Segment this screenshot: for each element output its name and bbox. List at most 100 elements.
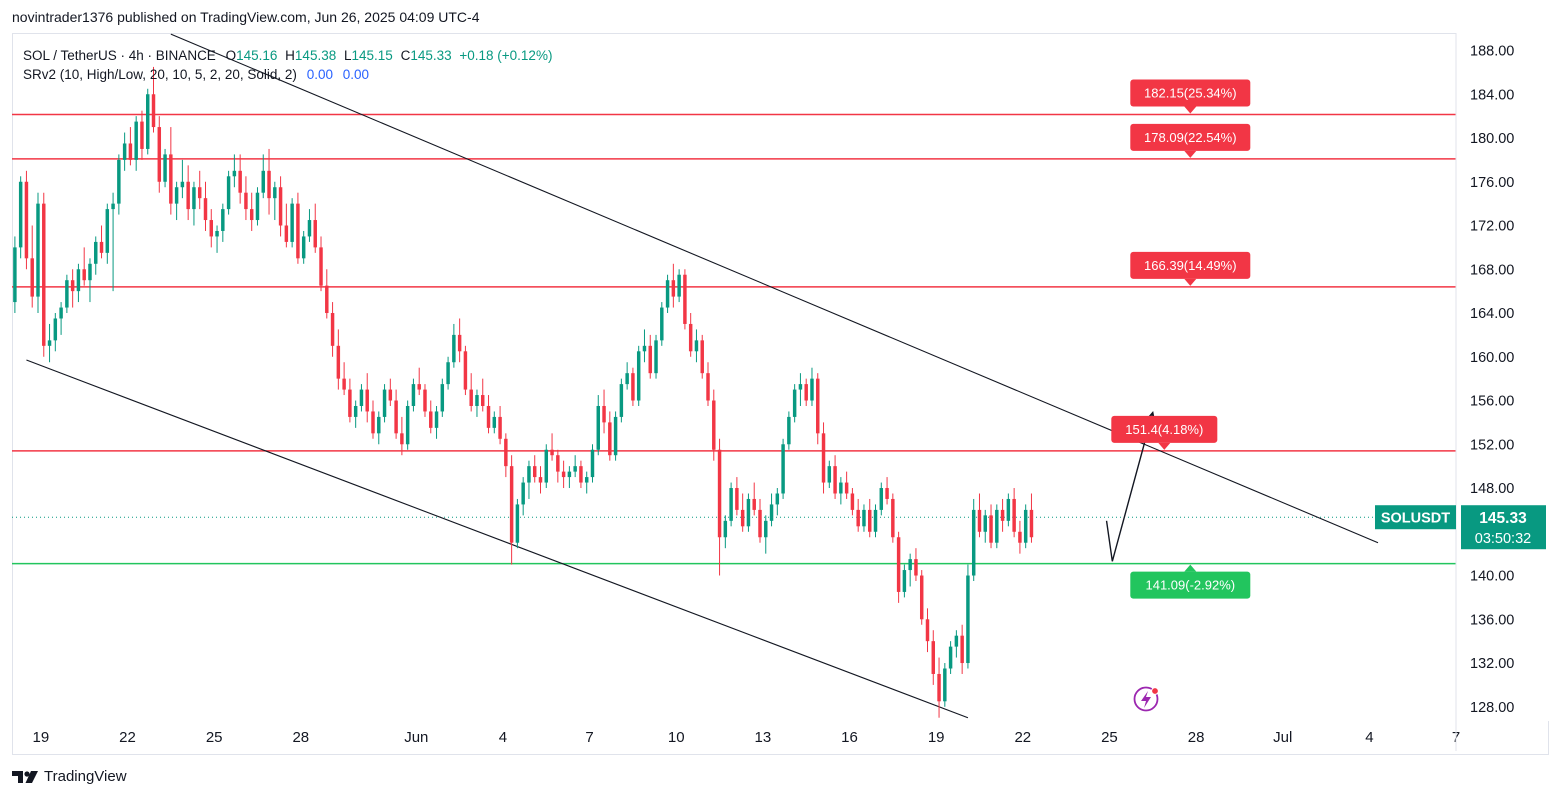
candle — [856, 498, 860, 532]
candle — [850, 488, 855, 516]
candle-body — [296, 203, 300, 259]
candle — [290, 198, 294, 248]
candle — [740, 493, 745, 532]
candle — [99, 225, 104, 259]
tradingview-logo-icon — [12, 770, 38, 783]
candle-body — [550, 449, 554, 456]
candle — [388, 378, 393, 406]
time-tick-label: 10 — [668, 729, 685, 746]
candle — [902, 564, 907, 598]
candle — [452, 323, 456, 368]
candle-body — [261, 170, 265, 193]
candle — [371, 400, 375, 439]
candle — [382, 384, 387, 423]
publisher-caption: novintrader1376 published on TradingView… — [12, 9, 480, 25]
candle-body — [1018, 531, 1022, 543]
candle-body — [122, 143, 127, 160]
candle — [377, 411, 381, 445]
candle — [735, 477, 739, 516]
candle — [804, 378, 808, 406]
candle-body — [128, 143, 133, 160]
legend-high-label: H — [285, 48, 295, 63]
candle-body — [625, 373, 629, 385]
candle — [24, 170, 29, 270]
candle — [752, 482, 756, 516]
candle — [47, 323, 52, 363]
candle — [394, 389, 398, 439]
candle-body — [336, 345, 341, 379]
price-axis-bg — [1456, 33, 1549, 721]
candle — [1000, 498, 1005, 532]
price-tick-label: 152.00 — [1470, 437, 1514, 453]
candle-body — [377, 416, 381, 434]
channel-lower-line — [26, 359, 969, 719]
candle-body — [36, 203, 40, 297]
candle — [88, 258, 92, 303]
candle — [538, 466, 543, 494]
candle-body — [966, 575, 970, 664]
candle — [440, 378, 445, 417]
candle-body — [839, 482, 843, 494]
candle — [879, 482, 884, 516]
candle-body — [1012, 498, 1016, 532]
candle — [608, 411, 612, 461]
candle-body — [140, 121, 144, 149]
candle — [405, 400, 410, 450]
candle — [625, 362, 629, 390]
candle — [330, 302, 335, 357]
candle-body — [359, 389, 364, 406]
candle — [665, 274, 670, 314]
candle — [515, 498, 520, 549]
time-tick-label: 28 — [1188, 729, 1205, 746]
candle — [1012, 488, 1016, 538]
candle-body — [636, 351, 641, 401]
candle — [862, 504, 866, 532]
candle — [914, 548, 918, 581]
resistance-badge: 151.4(4.18%) — [1111, 415, 1218, 450]
candle — [140, 110, 144, 160]
candle — [157, 116, 162, 193]
chart-canvas[interactable]: 182.15(25.34%) 178.09(22.54%) 166.39(14.49… — [12, 33, 1549, 755]
candle — [602, 389, 606, 434]
level-badges-layer: 182.15(25.34%) 178.09(22.54%) 166.39(14.49… — [1111, 79, 1251, 599]
candle-body — [88, 263, 92, 281]
channel-upper-line — [170, 33, 1379, 544]
candle — [192, 181, 196, 226]
candle — [983, 509, 987, 543]
candle-body — [567, 471, 572, 478]
candle-body — [538, 477, 543, 483]
candle-body — [619, 384, 624, 417]
price-tick-label: 140.00 — [1470, 569, 1514, 585]
candle-body — [977, 509, 982, 532]
candle — [723, 515, 728, 549]
candle — [1023, 504, 1028, 549]
badge-pointer — [1184, 278, 1197, 286]
candle-body — [330, 313, 335, 346]
candle — [463, 345, 468, 396]
candle — [775, 488, 780, 516]
alert-icon[interactable] — [1133, 686, 1159, 712]
candle-body — [740, 509, 745, 527]
candle-body — [301, 236, 306, 259]
candle-body — [896, 537, 901, 592]
candle-body — [931, 641, 936, 674]
candle-body — [481, 395, 485, 406]
badge-box — [1130, 251, 1251, 279]
legend-indicator-value-1: 0.00 — [306, 67, 333, 82]
candle — [532, 455, 537, 483]
candle-body — [579, 466, 583, 483]
candle — [59, 302, 63, 335]
candle — [486, 395, 491, 434]
footer-brand[interactable]: TradingView — [12, 768, 127, 785]
candle-body — [642, 345, 647, 352]
candle-body — [423, 389, 427, 412]
candle-body — [342, 378, 346, 390]
legend-low: 145.15 — [351, 48, 393, 63]
candle-body — [365, 389, 369, 412]
candle — [954, 630, 959, 658]
candle-body — [18, 181, 23, 248]
time-tick-label: 25 — [206, 729, 223, 746]
candle-body — [798, 384, 803, 390]
candle — [423, 384, 427, 417]
candle — [504, 433, 508, 478]
